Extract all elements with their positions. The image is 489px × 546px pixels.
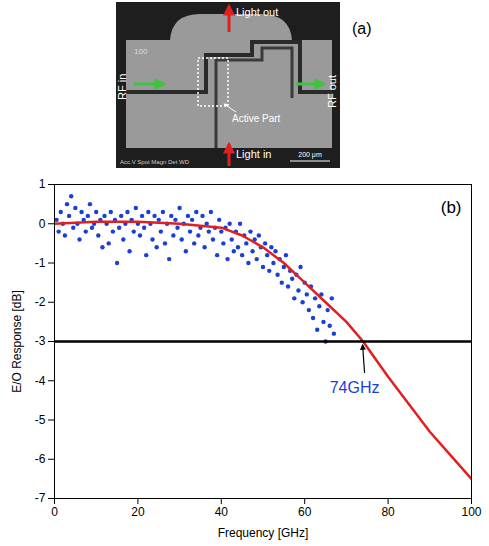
svg-text:Acc.V Spot Magn Det WD: Acc.V Spot Magn Det WD (120, 159, 190, 165)
svg-text:RF in: RF in (116, 74, 128, 100)
svg-text:-6: -6 (35, 452, 46, 466)
svg-text:100: 100 (461, 505, 481, 519)
svg-text:(b): (b) (441, 198, 462, 217)
svg-text:80: 80 (381, 505, 395, 519)
svg-text:200 μm: 200 μm (298, 151, 322, 159)
svg-text:20: 20 (131, 505, 145, 519)
svg-text:-4: -4 (35, 374, 46, 388)
svg-text:Active Part: Active Part (232, 113, 281, 124)
svg-text:40: 40 (215, 505, 229, 519)
svg-text:Light out: Light out (236, 6, 278, 18)
svg-text:E/O Response [dB]: E/O Response [dB] (10, 290, 24, 393)
svg-text:-1: -1 (35, 256, 46, 270)
svg-text:-2: -2 (35, 295, 46, 309)
svg-text:RF out: RF out (326, 75, 338, 108)
svg-text:0: 0 (39, 217, 46, 231)
svg-text:-7: -7 (35, 491, 46, 505)
svg-text:60: 60 (298, 505, 312, 519)
svg-text:-5: -5 (35, 413, 46, 427)
svg-text:-3: -3 (35, 334, 46, 348)
svg-text:0: 0 (51, 505, 58, 519)
svg-text:1: 1 (39, 177, 46, 191)
svg-text:Frequency [GHz]: Frequency [GHz] (218, 526, 309, 540)
svg-text:Light in: Light in (236, 148, 271, 160)
svg-text:(a): (a) (352, 20, 372, 37)
svg-text:74GHz: 74GHz (330, 379, 380, 396)
svg-text:100: 100 (134, 47, 148, 56)
